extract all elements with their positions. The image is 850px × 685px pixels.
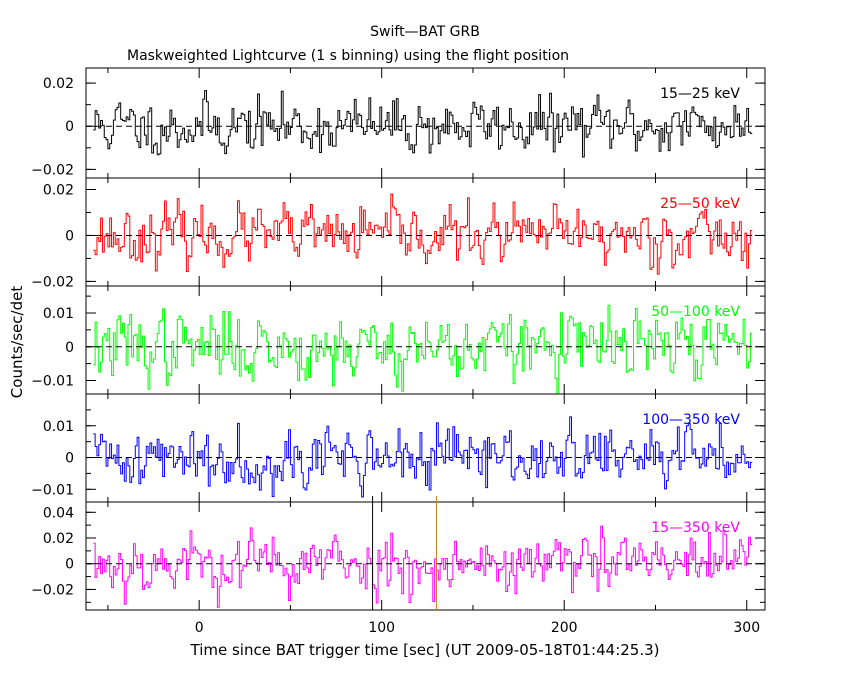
y-tick-label: 0 (65, 228, 74, 244)
band-label: 15—350 keV (651, 520, 740, 536)
y-tick-label: −0.02 (31, 274, 74, 290)
band-label: 25—50 keV (660, 196, 740, 212)
x-tick-label: 300 (733, 620, 760, 636)
chart-title: Swift—BAT GRB (370, 24, 480, 40)
series-line (93, 304, 753, 394)
series-line (93, 525, 753, 608)
y-tick-label: 0.04 (43, 505, 74, 521)
y-tick-label: −0.02 (31, 162, 74, 178)
y-tick-label: 0.02 (43, 182, 74, 198)
chart-subtitle: Maskweighted Lightcurve (1 s binning) us… (127, 48, 569, 64)
y-tick-label: −0.01 (31, 482, 74, 498)
panel-3: −0.01 0 0.01 50—100 keV (31, 285, 766, 395)
band-label: 15—25 keV (660, 86, 740, 102)
y-tick-label: 0 (65, 451, 74, 467)
y-tick-label: 0.02 (43, 531, 74, 547)
series-line (93, 193, 753, 275)
y-tick-label: 0 (65, 340, 74, 356)
y-tick-label: −0.01 (31, 374, 74, 390)
y-tick-label: 0.02 (43, 76, 74, 92)
panel-1: −0.02 0 0.02 15—25 keV (31, 67, 766, 179)
x-tick-label: 200 (551, 620, 578, 636)
panel-2: −0.02 0 0.02 25—50 keV (31, 177, 766, 290)
band-label: 100—350 keV (642, 412, 740, 428)
x-tick-label: 100 (368, 620, 395, 636)
panel-5: −0.02 0 0.02 0.04 15—350 keV (31, 496, 766, 611)
series-line (93, 90, 753, 158)
y-axis-title: Counts/sec/det (8, 286, 26, 399)
x-axis-title: Time since BAT trigger time [sec] (UT 20… (190, 641, 660, 659)
y-tick-label: 0 (65, 557, 74, 573)
y-tick-label: 0.01 (43, 306, 74, 322)
panel-frame (85, 67, 766, 179)
band-label: 50—100 keV (651, 304, 740, 320)
x-tick-label: 0 (195, 620, 204, 636)
series-line (93, 416, 753, 498)
panel-4: −0.01 0 0.01 100—350 keV (31, 393, 766, 503)
panel-frame (85, 501, 766, 611)
y-tick-label: 0.01 (43, 419, 74, 435)
y-tick-label: −0.02 (31, 582, 74, 598)
y-tick-label: 0 (65, 119, 74, 135)
